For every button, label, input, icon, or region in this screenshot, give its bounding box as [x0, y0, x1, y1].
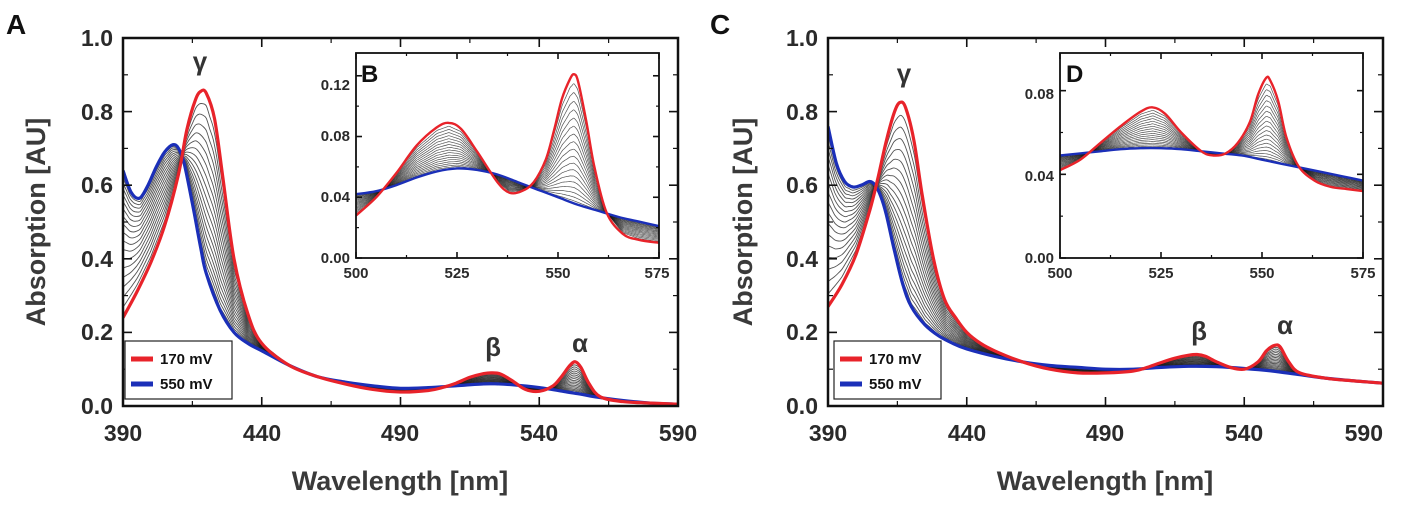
legend-box: [833, 340, 942, 400]
panel-c-ytick: 0.2: [786, 319, 818, 345]
panel-a-ytick: 0.6: [81, 172, 113, 198]
panel-c-tick-marks: [827, 37, 1384, 407]
series-line-170mv: [356, 72, 659, 244]
inset-d-ytick: 0.00: [1025, 250, 1054, 267]
series-line-550mv: [1060, 146, 1363, 182]
inset-b-xtick: 525: [444, 265, 469, 282]
panel-a: A 0.0 0.2 0.4 0.6 0.8 1.0 390 440 490 54…: [6, 9, 697, 496]
alpha-peak-label: α: [1277, 310, 1293, 340]
alpha-peak-label: α: [572, 328, 588, 358]
panel-a-xtick: 490: [381, 420, 419, 446]
panel-c-xlabel: Wavelength [nm]: [997, 466, 1214, 496]
panel-a-ytick: 0.8: [81, 99, 113, 125]
panel-c-ytick: 0.8: [786, 99, 818, 125]
panel-c-xtick: 590: [1345, 420, 1383, 446]
panel-c-xtick: 440: [948, 420, 986, 446]
inset-b-tick-marks: [355, 53, 660, 259]
inset-b-ytick: 0.12: [321, 77, 350, 94]
legend-label-550mv: 550 mV: [160, 376, 213, 393]
inset-b-xtick: 550: [545, 265, 570, 282]
series-line-170mv: [1060, 75, 1363, 193]
inset-d-spectra: [1060, 75, 1363, 193]
legend-label-170mv: 170 mV: [869, 351, 922, 368]
legend-label-170mv: 170 mV: [160, 351, 213, 368]
panel-c-ytick: 0.0: [786, 393, 818, 419]
panel-a-xtick: 540: [520, 420, 558, 446]
panel-a-xtick: 590: [659, 420, 697, 446]
inset-b: B 0.00 0.04 0.08 0.12 500 525 550 575: [321, 52, 670, 282]
legend-label-550mv: 550 mV: [869, 376, 922, 393]
panel-c-xtick: 390: [809, 420, 847, 446]
panel-c-xtick: 490: [1086, 420, 1124, 446]
series-line-170mv: [828, 100, 1383, 385]
inset-d-tick-marks: [1059, 53, 1364, 259]
beta-peak-label: β: [485, 332, 501, 362]
inset-b-letter: B: [361, 61, 378, 88]
inset-b-spectra: [356, 72, 659, 244]
panel-a-spectra: [123, 88, 678, 406]
inset-d-ytick: 0.08: [1025, 86, 1054, 103]
panel-c-spectra: [828, 100, 1383, 385]
panel-a-letter: A: [6, 9, 26, 40]
panel-c-ylabel: Absorption [AU]: [728, 118, 758, 326]
inset-b-xtick: 500: [343, 265, 368, 282]
inset-b-ytick: 0.04: [321, 189, 351, 206]
inset-b-xtick: 575: [644, 265, 669, 282]
panel-a-legend: 170 mV 550 mV: [124, 340, 233, 400]
panel-c-letter: C: [710, 9, 730, 40]
panel-a-xtick: 440: [243, 420, 281, 446]
inset-b-background: [356, 53, 659, 258]
panel-c-ytick: 1.0: [786, 25, 818, 51]
inset-d-xtick: 575: [1350, 265, 1375, 282]
panel-a-tick-marks: [122, 37, 679, 407]
panel-c-legend: 170 mV 550 mV: [833, 340, 942, 400]
panel-a-ytick: 0.4: [81, 246, 113, 272]
legend-box: [124, 340, 233, 400]
series-line-170mv: [123, 88, 678, 406]
panel-a-ytick: 1.0: [81, 25, 113, 51]
panel-a-ylabel: Absorption [AU]: [21, 118, 51, 326]
inset-d: D 0.00 0.04 0.08 500 525 550 575: [1025, 52, 1376, 282]
inset-d-xtick: 550: [1249, 265, 1274, 282]
inset-d-ytick: 0.04: [1025, 168, 1055, 185]
panel-c-xtick: 540: [1225, 420, 1263, 446]
panel-c-ytick: 0.6: [786, 172, 818, 198]
panel-a-ytick: 0.0: [81, 393, 113, 419]
panel-c-ytick: 0.4: [786, 246, 818, 272]
inset-d-xtick: 525: [1148, 265, 1173, 282]
panel-a-ytick: 0.2: [81, 319, 113, 345]
beta-peak-label: β: [1191, 316, 1207, 346]
gamma-peak-label: γ: [897, 58, 912, 88]
panel-a-xlabel: Wavelength [nm]: [292, 466, 509, 496]
gamma-peak-label: γ: [193, 46, 208, 76]
inset-d-xtick: 500: [1047, 265, 1072, 282]
inset-b-ytick: 0.00: [321, 250, 350, 267]
inset-b-ytick: 0.08: [321, 128, 350, 145]
panel-a-xtick: 390: [104, 420, 142, 446]
inset-d-letter: D: [1066, 61, 1083, 88]
panel-c: C 0.0 0.2 0.4 0.6 0.8 1.0 390 440 490 54…: [710, 9, 1385, 496]
